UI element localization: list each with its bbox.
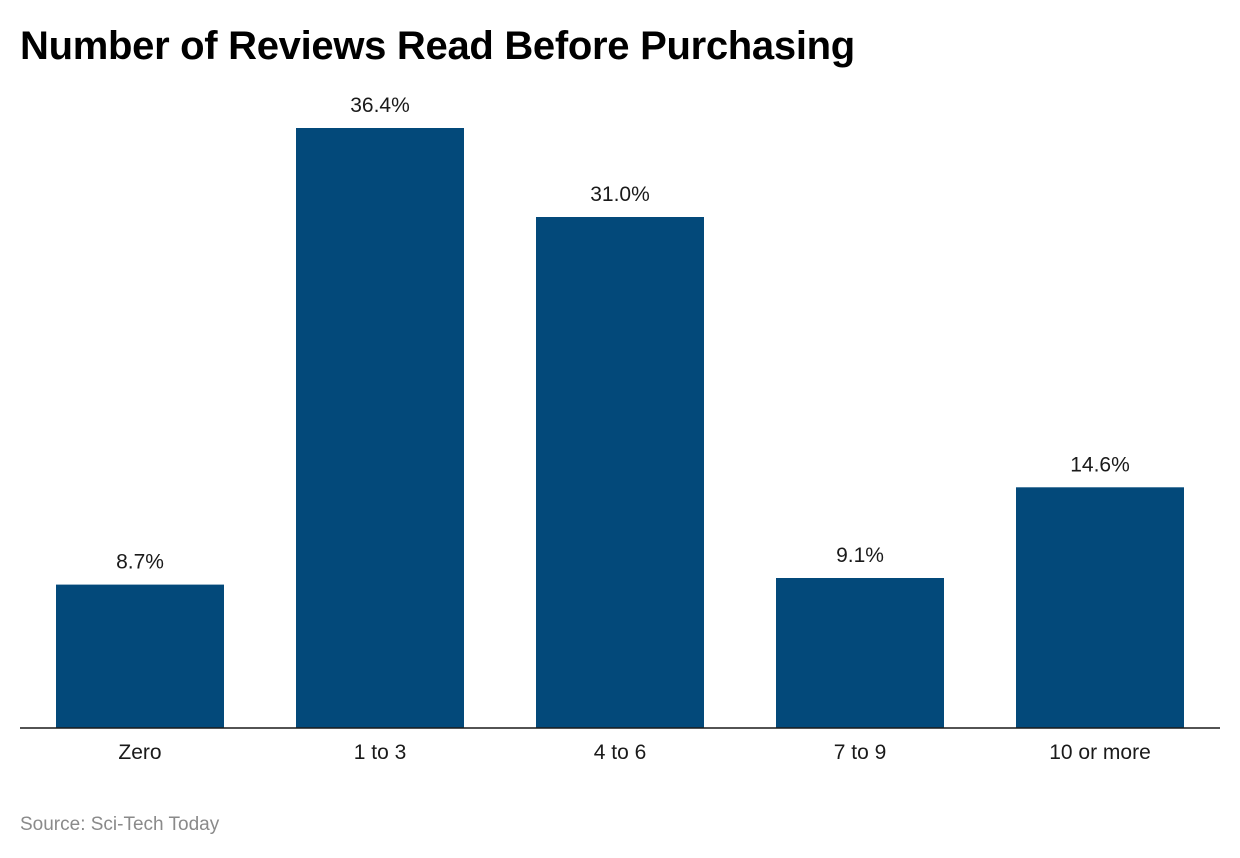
chart-title: Number of Reviews Read Before Purchasing: [20, 24, 855, 68]
source-note: Source: Sci-Tech Today: [20, 814, 220, 835]
category-label-1: 1 to 3: [354, 741, 407, 764]
category-labels-layer: Zero 1 to 3 4 to 6 7 to 9 10 or more: [118, 741, 1150, 764]
value-label-4: 14.6%: [1070, 453, 1130, 476]
value-label-1: 36.4%: [350, 94, 410, 117]
value-labels-layer: 8.7% 36.4% 31.0% 9.1% 14.6%: [116, 94, 1130, 574]
category-label-0: Zero: [118, 741, 161, 764]
category-label-2: 4 to 6: [594, 741, 647, 764]
bar-1: [296, 128, 464, 728]
category-label-3: 7 to 9: [834, 741, 887, 764]
value-label-0: 8.7%: [116, 551, 164, 574]
bar-4: [1016, 487, 1184, 728]
value-label-2: 31.0%: [590, 183, 650, 206]
bar-3: [776, 578, 944, 728]
value-label-3: 9.1%: [836, 544, 884, 567]
category-label-4: 10 or more: [1049, 741, 1151, 764]
bars-layer: [56, 128, 1184, 728]
bar-2: [536, 217, 704, 728]
bar-0: [56, 584, 224, 728]
